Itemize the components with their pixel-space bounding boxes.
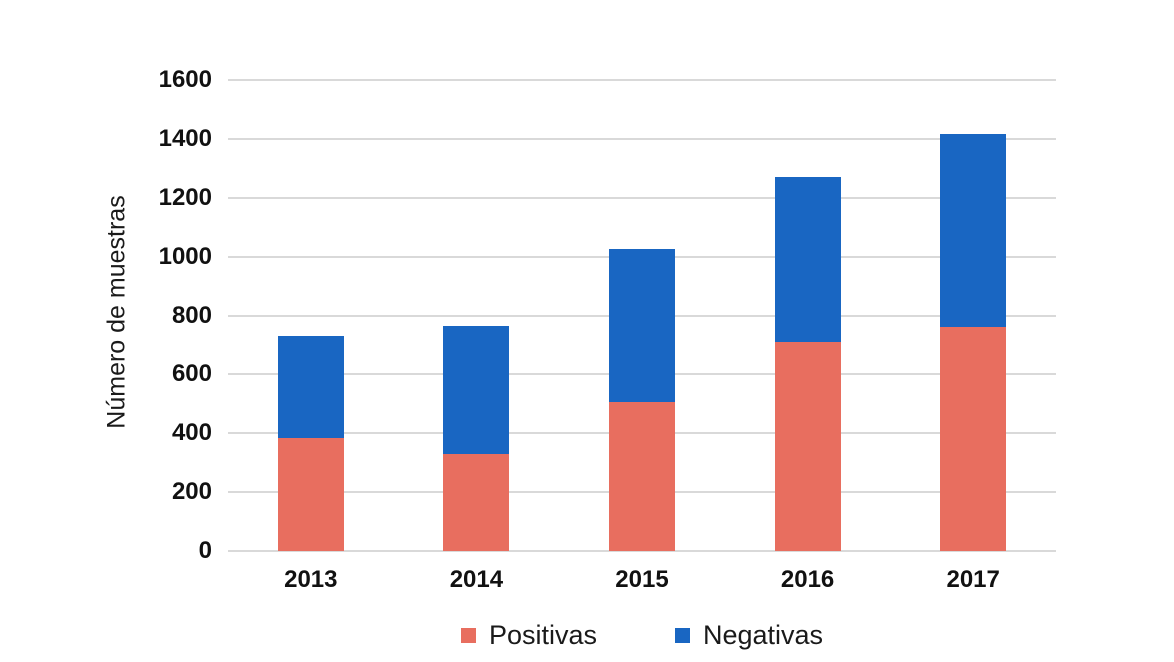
gridline-1200 [228,196,1056,199]
bar-segment-negativas-2013 [277,336,344,438]
y-tick-label-0: 0 [198,537,212,564]
x-label-2017: 2017 [946,566,1000,593]
x-label-2013: 2013 [284,566,338,593]
y-tick-label-600: 600 [171,360,212,388]
bar-segment-positivas-2014 [443,453,510,551]
negativas-swatch-icon [674,627,690,643]
x-label-2015: 2015 [615,566,669,593]
gridline-1400 [228,137,1056,140]
legend-label-positivas: Positivas [488,620,597,650]
bar-segment-negativas-2016 [774,177,841,342]
legend-label-negativas: Negativas [702,620,824,650]
legend-item-positivas: Positivas [460,620,597,650]
y-tick-label-800: 800 [171,301,212,329]
plot-area [228,79,1056,552]
bar-segment-positivas-2017 [940,327,1007,551]
gridline-1600 [228,79,1056,81]
bar-segment-positivas-2013 [277,437,344,551]
y-tick-label-200: 200 [171,478,212,506]
y-tick-label-1600: 1600 [158,66,212,93]
y-tick-label-400: 400 [171,419,212,447]
bar-segment-negativas-2017 [940,134,1007,328]
y-tick-label-1400: 1400 [158,124,212,152]
legend-item-negativas: Negativas [674,620,824,650]
positivas-swatch-icon [460,627,476,643]
bar-segment-negativas-2014 [443,325,510,454]
bar-segment-negativas-2015 [609,249,675,403]
legend: Positivas Negativas [228,620,1056,650]
bar-segment-positivas-2016 [774,342,841,551]
x-label-2014: 2014 [449,566,504,593]
bar-segment-positivas-2015 [609,402,675,551]
x-label-2016: 2016 [780,566,835,593]
gridline-0 [228,550,1056,552]
y-tick-label-1200: 1200 [158,183,212,211]
y-tick-label-1000: 1000 [158,242,212,270]
